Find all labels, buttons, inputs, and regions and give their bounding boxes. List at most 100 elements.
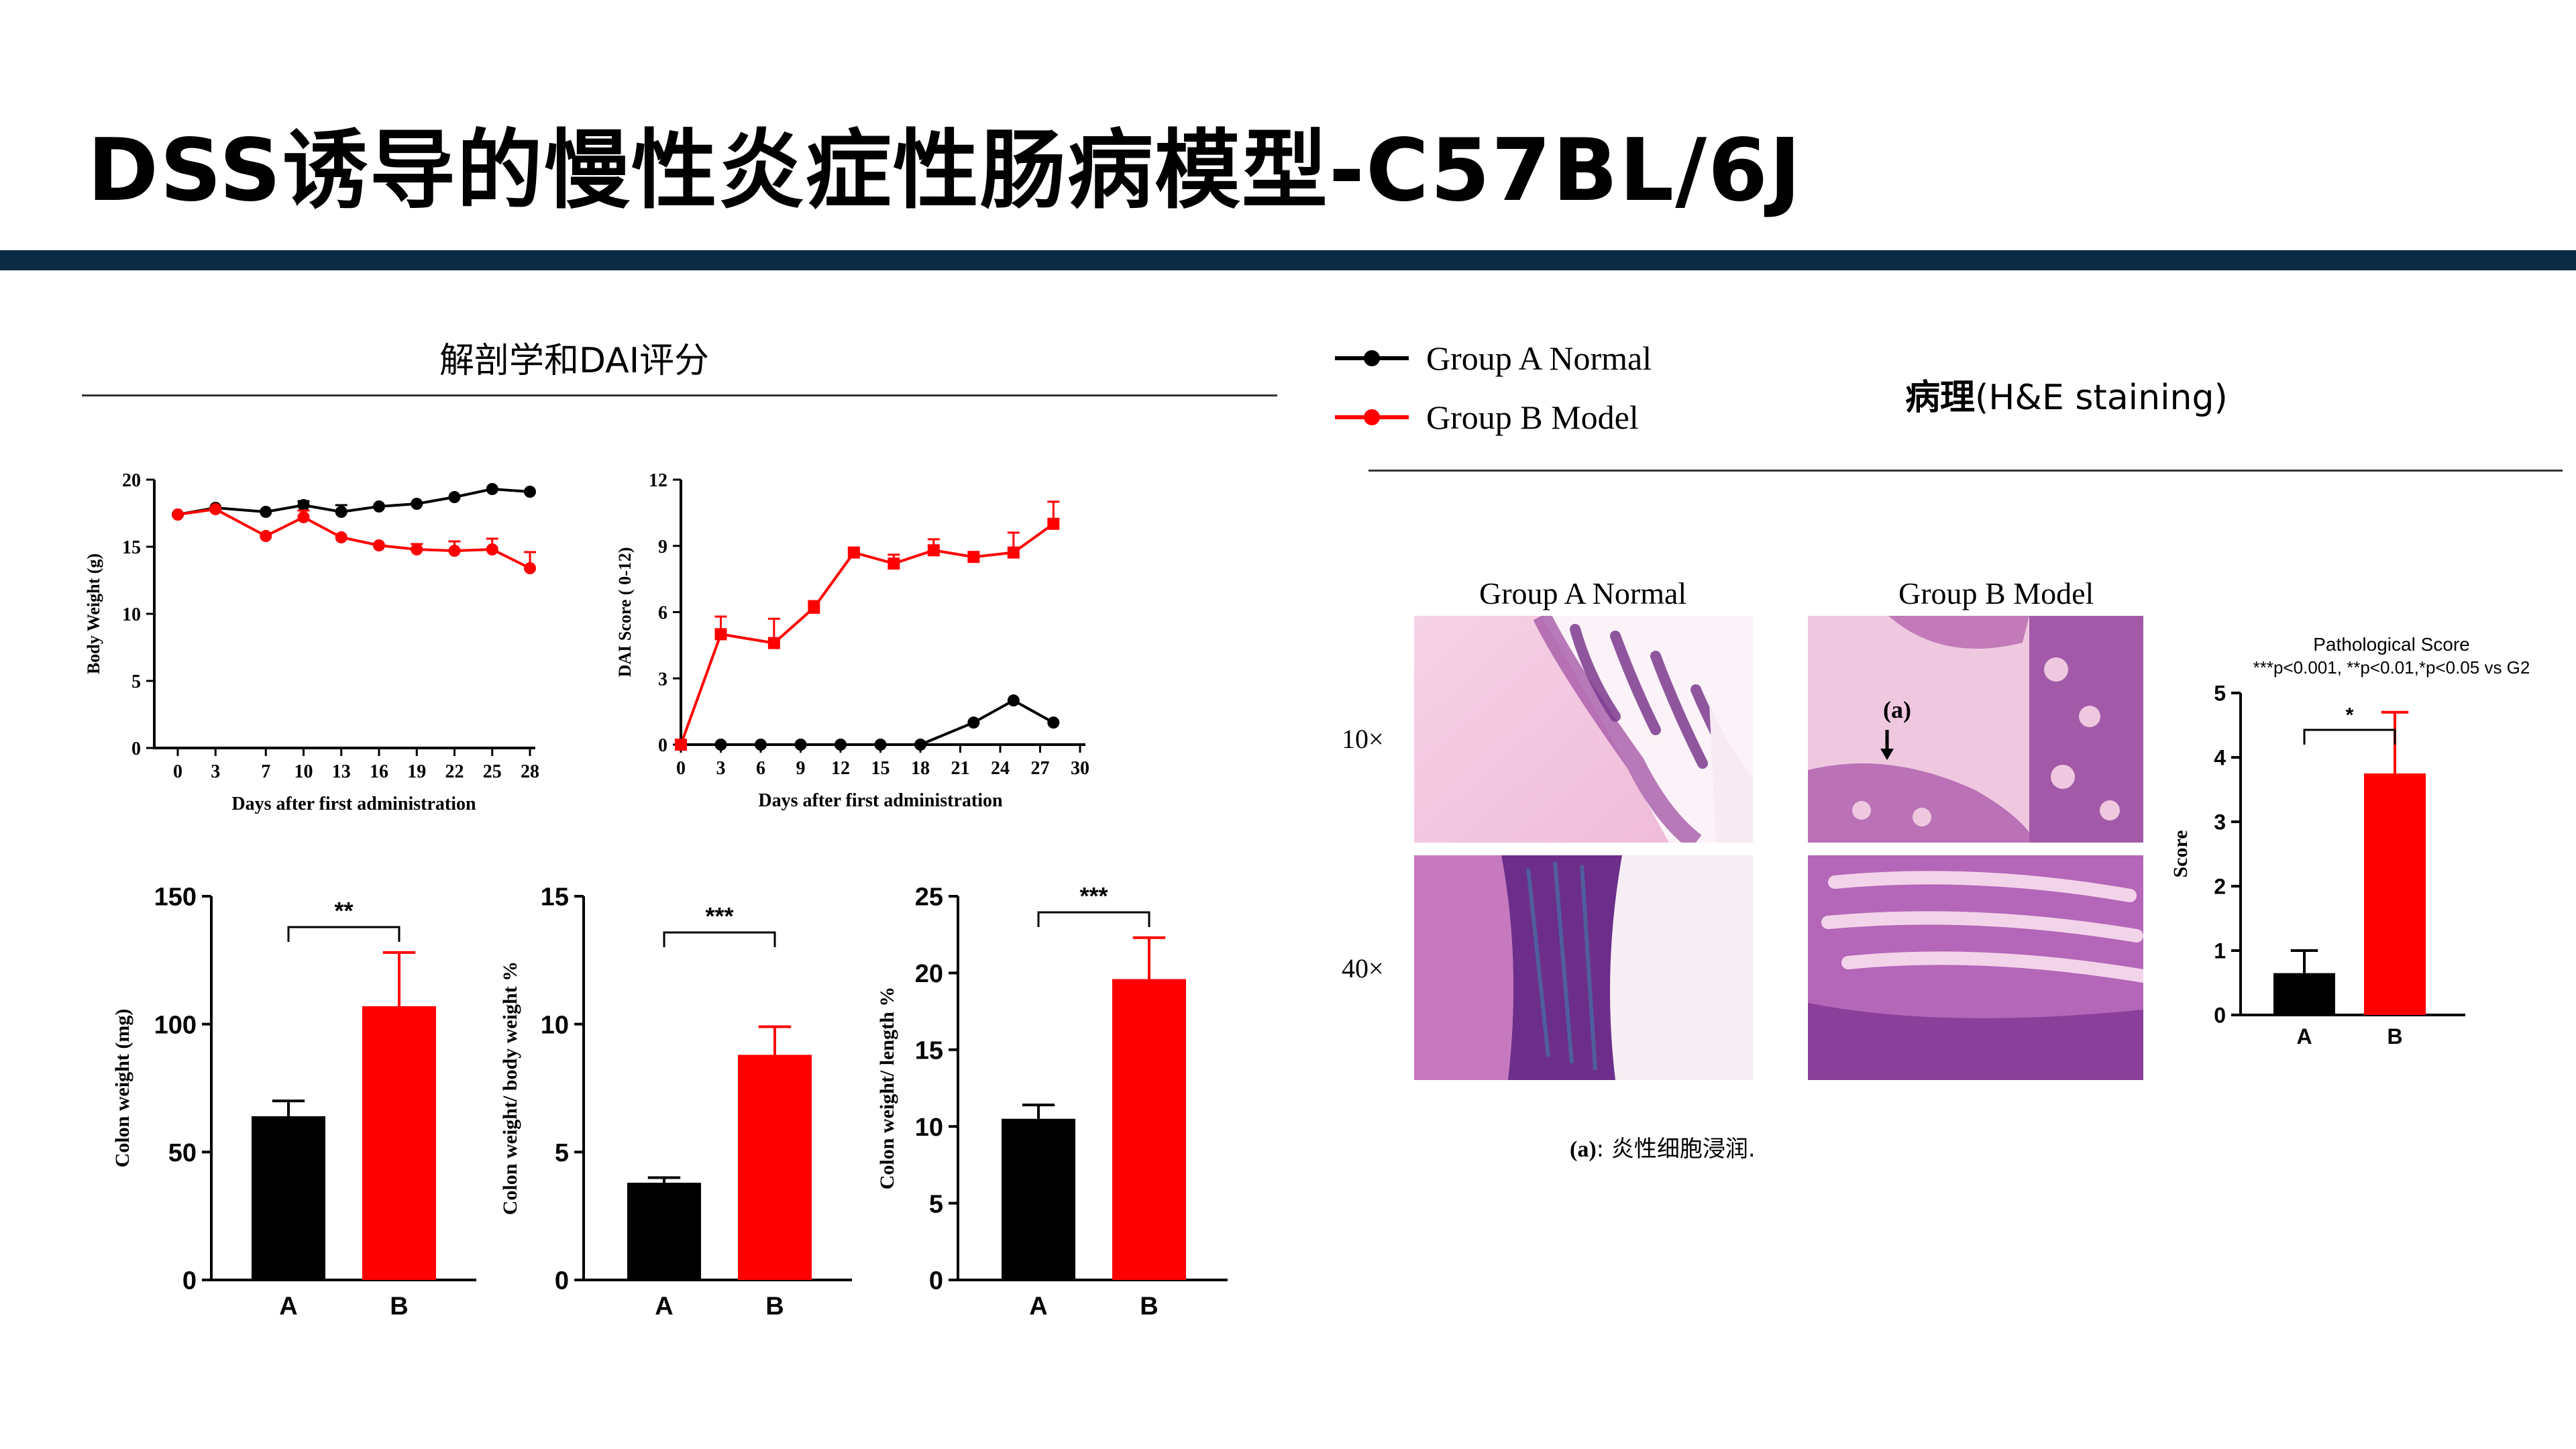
x-tick-label: 27 <box>1031 758 1050 779</box>
x-tick-label: B <box>1140 1292 1158 1320</box>
dai-score-chart: 0 3 6 9 12 0 3 6 9 12 15 18 21 24 27 30 Days after first… <box>615 470 1089 811</box>
y-tick-label: 5 <box>929 1190 943 1218</box>
x-tick-label: 0 <box>173 761 182 782</box>
x-axis-title: Days after first administration <box>758 790 1003 811</box>
bar-a <box>1002 1118 1075 1280</box>
significance-marker: * <box>2346 704 2354 727</box>
x-axis-title: Days after first administration <box>231 794 476 814</box>
x-tick-label: 9 <box>796 758 806 779</box>
histology-image-b-40x <box>1808 855 2143 1080</box>
legend-label-group-a: Group A Normal <box>1426 339 1652 377</box>
series-line-1 <box>177 507 531 570</box>
data-point <box>1047 716 1060 729</box>
significance-bracket <box>287 926 400 942</box>
y-tick-label: 6 <box>658 603 667 624</box>
pathological-score-chart: 0 1 2 3 4 5 A B * Score Pathological Score***p<0.0… <box>2169 634 2530 1049</box>
histo-row-label-10x: 10× <box>1342 724 1384 754</box>
colon-weight-chart: 0 50 100 150 A B ** Colon weight (mg) <box>111 883 476 1320</box>
y-axis-title: Score <box>2169 830 2192 877</box>
data-point <box>1047 517 1060 530</box>
colon-length-ratio-chart: 0 5 10 15 20 25 A B *** Colon weight/ length % <box>876 882 1228 1320</box>
data-point <box>714 628 727 641</box>
x-tick-label: 19 <box>407 761 426 782</box>
chart-subtitle: ***p<0.001, **p<0.01,*p<0.05 vs G2 <box>2253 657 2530 678</box>
significance-marker: ** <box>334 897 353 924</box>
data-point <box>524 562 536 574</box>
x-tick-label: 16 <box>370 761 388 782</box>
left-section-title: 解剖学和DAI评分 <box>439 341 710 381</box>
page-title: DSS诱导的慢性炎症性肠病模型-C57BL/6J <box>87 121 1803 221</box>
y-tick-label: 4 <box>2214 746 2226 770</box>
right-section-title-bold: 病理 <box>1905 378 1976 418</box>
y-tick-label: 0 <box>131 739 141 759</box>
x-tick-label: 25 <box>483 761 502 782</box>
data-point <box>373 500 385 513</box>
data-point <box>260 530 272 542</box>
data-point <box>874 739 887 751</box>
significance-bracket <box>663 931 776 947</box>
right-section-title: 病理(H&E staining) <box>1905 369 2228 419</box>
y-tick-label: 5 <box>2214 682 2226 706</box>
y-tick-label: 1 <box>2214 939 2226 963</box>
data-point <box>486 483 498 495</box>
data-point <box>335 506 347 518</box>
data-point <box>847 546 860 559</box>
x-tick-label: 30 <box>1071 758 1089 779</box>
bar-b <box>362 1006 436 1280</box>
data-point <box>448 491 461 503</box>
data-point <box>755 739 767 751</box>
data-point <box>808 601 820 614</box>
y-tick-label: 0 <box>929 1267 943 1295</box>
body-weight-chart: 0 5 10 15 20 0 3 7 10 13 16 19 22 25 28 Days after firs… <box>84 470 539 814</box>
y-tick-label: 100 <box>154 1011 197 1039</box>
x-tick-label: 12 <box>831 758 850 779</box>
histology-caption: (a): 炎性细胞浸润. <box>1570 1130 1756 1163</box>
data-point <box>714 739 727 751</box>
y-tick-label: 50 <box>168 1139 197 1167</box>
histo-col-label-b: Group B Model <box>1898 576 2094 610</box>
x-tick-label: A <box>2296 1024 2312 1049</box>
series-line-0 <box>177 487 531 516</box>
bar-a <box>627 1183 701 1280</box>
x-tick-label: 22 <box>445 761 464 782</box>
title-divider-bar <box>0 250 2576 270</box>
y-tick-label: 0 <box>658 735 667 756</box>
y-axis-title: Colon weight/ body weight % <box>499 961 521 1215</box>
data-point <box>411 498 423 510</box>
data-point <box>448 545 461 557</box>
bar-a <box>252 1116 325 1280</box>
data-point <box>486 543 498 555</box>
histology-b-10x-art: (a) <box>1808 616 2143 843</box>
series-line-1 <box>680 523 1055 745</box>
y-tick-label: 150 <box>154 883 197 912</box>
data-point <box>297 511 310 523</box>
y-tick-label: 15 <box>915 1036 943 1065</box>
legend-marker-group-a <box>1335 350 1409 366</box>
histology-a-10x-art <box>1414 616 1753 843</box>
histology-image-b-10x: (a) <box>1808 616 2143 843</box>
legend-item-group-a: Group A Normal <box>1335 329 1652 388</box>
x-tick-label: 3 <box>716 758 726 779</box>
series-line-0 <box>681 698 1055 746</box>
histology-annotation-a: (a) <box>1883 696 1911 723</box>
x-tick-label: B <box>765 1292 784 1320</box>
annotation-arrow-head <box>1880 749 1894 760</box>
y-tick-label: 25 <box>915 883 943 912</box>
x-tick-label: 13 <box>332 761 351 782</box>
x-tick-label: B <box>390 1292 408 1320</box>
y-tick-label: 10 <box>122 604 141 625</box>
y-tick-label: 3 <box>658 669 667 690</box>
right-section-rule <box>1368 470 2563 472</box>
data-point <box>794 739 807 751</box>
data-point <box>967 716 980 729</box>
data-point <box>767 637 780 649</box>
y-tick-label: 9 <box>658 537 667 557</box>
data-point <box>411 543 423 555</box>
histology-image-a-10x <box>1414 616 1753 843</box>
y-tick-label: 12 <box>649 470 667 491</box>
bar-b <box>1112 979 1186 1280</box>
data-point <box>172 508 184 521</box>
data-point <box>927 544 940 557</box>
y-axis-title: Colon weight/ length % <box>876 987 898 1190</box>
data-point <box>835 739 847 751</box>
